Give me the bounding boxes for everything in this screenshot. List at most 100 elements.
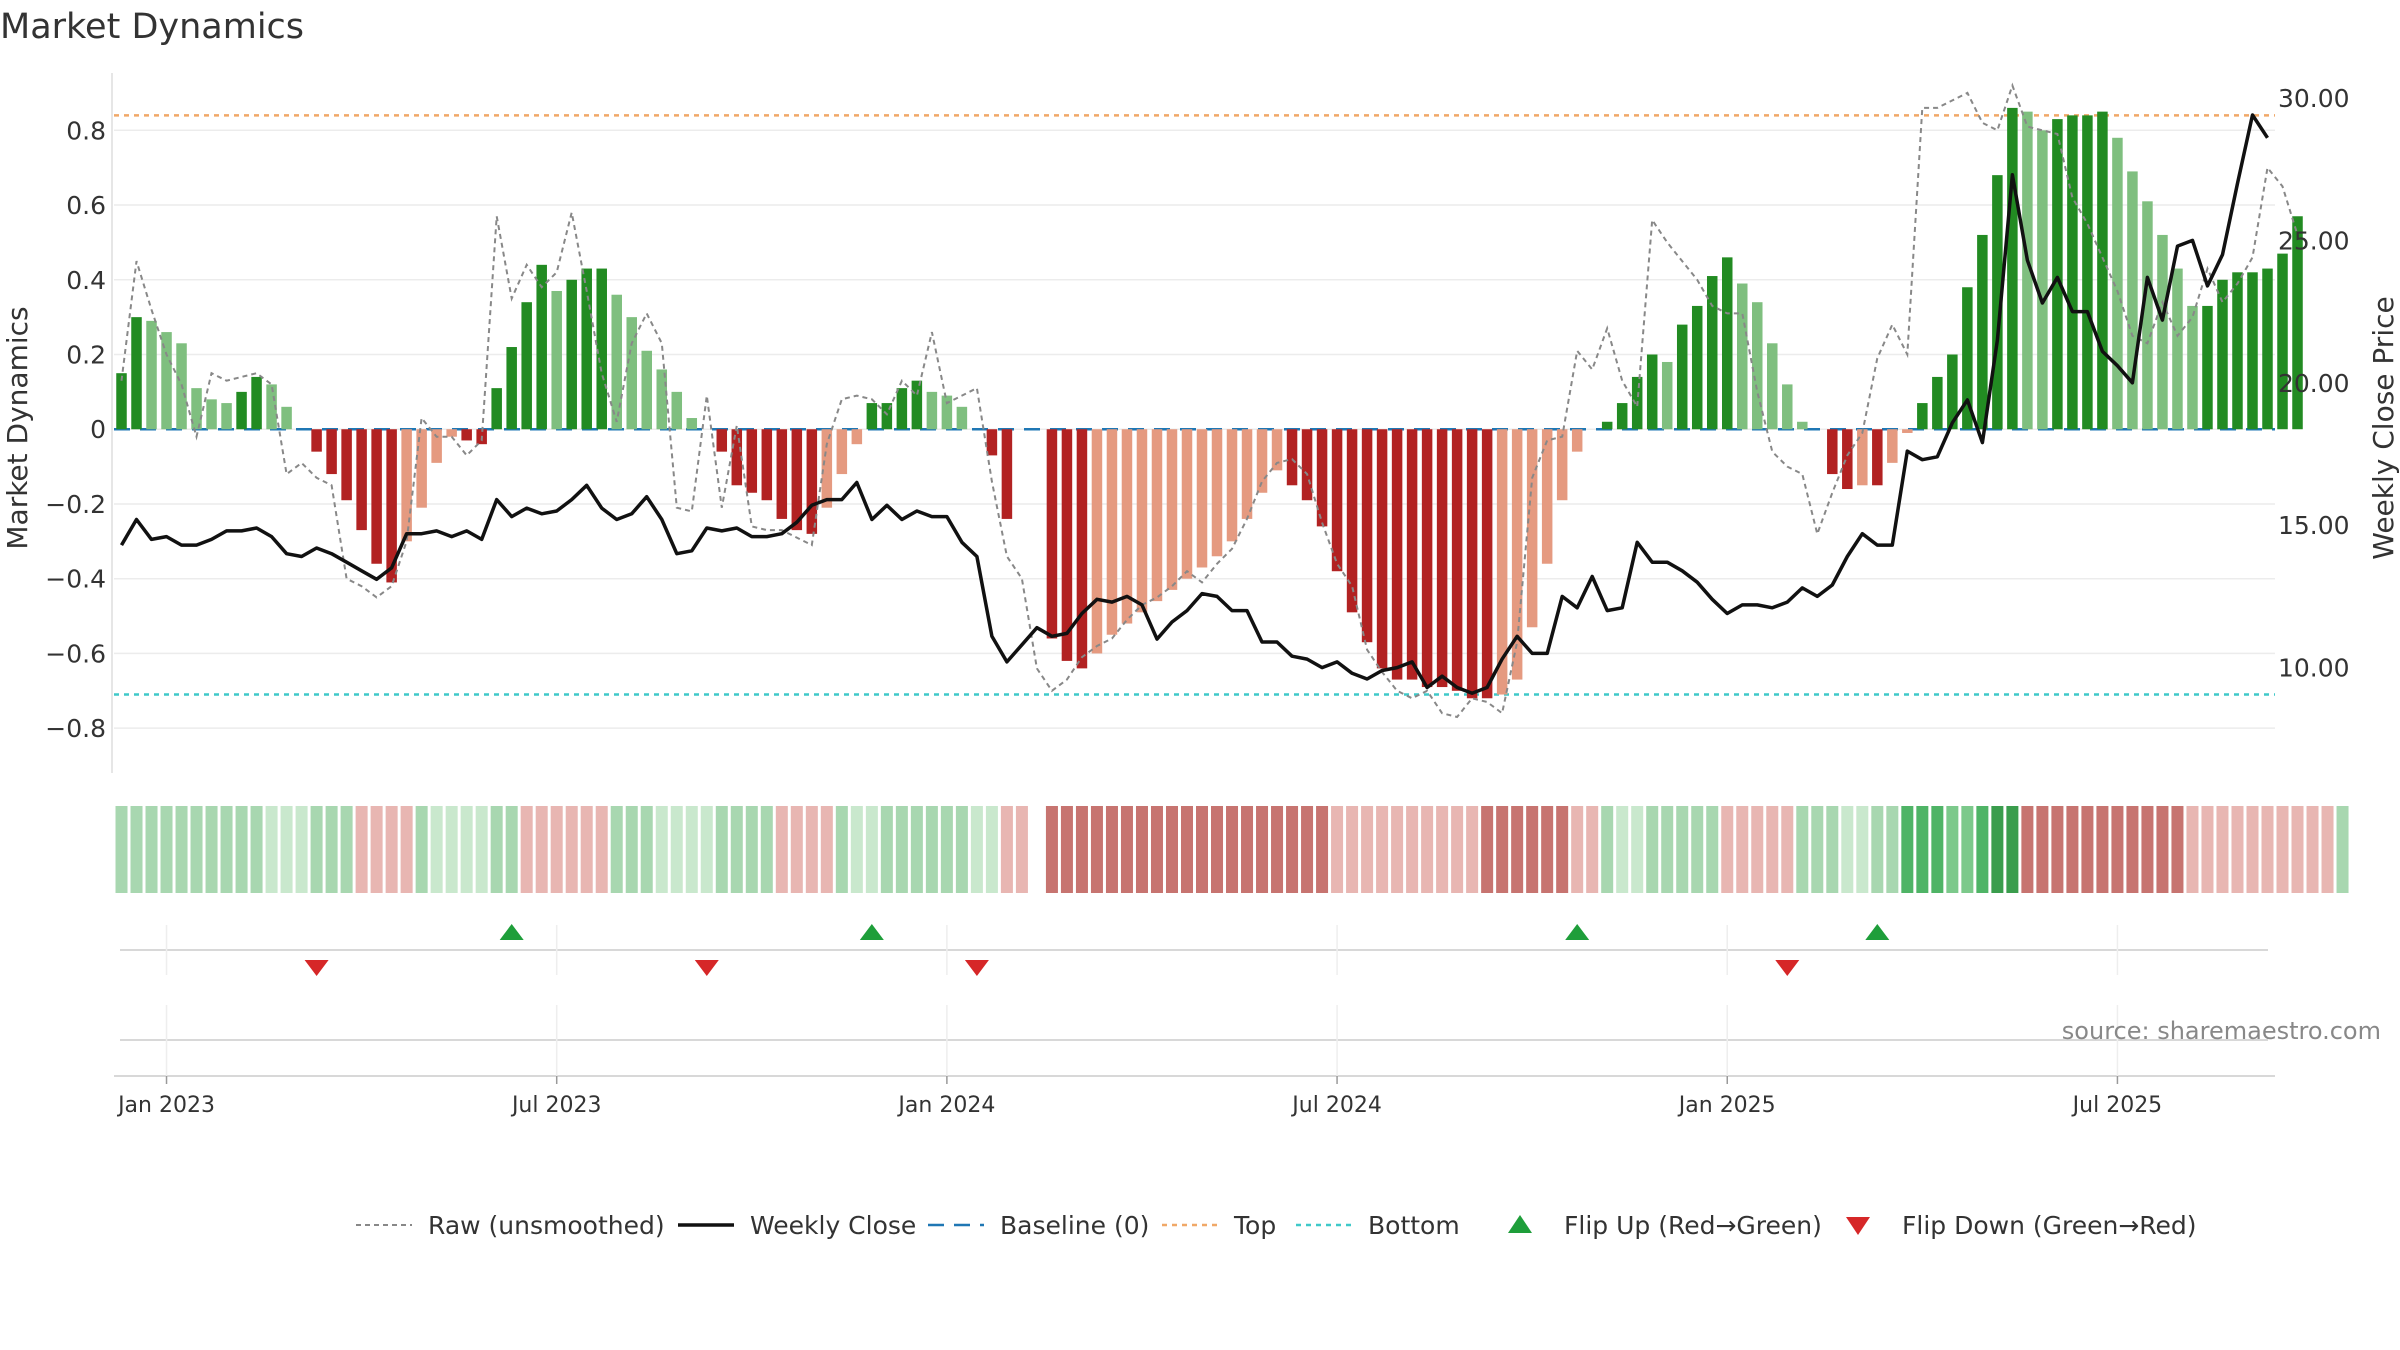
- dynamics-bar: [506, 347, 517, 430]
- regime-cell: [295, 806, 308, 893]
- dynamics-bar: [1526, 429, 1538, 628]
- regime-cell: [580, 806, 593, 893]
- dynamics-bar: [911, 380, 923, 430]
- dynamics-bar: [716, 429, 728, 452]
- dynamics-bar: [1556, 429, 1568, 501]
- dynamics-bar: [1181, 429, 1193, 579]
- flip-down-marker: [304, 960, 329, 976]
- regime-cell: [2216, 806, 2229, 893]
- regime-cell: [760, 806, 773, 893]
- dynamics-bar: [221, 403, 232, 430]
- dynamics-bar: [626, 317, 637, 430]
- dynamics-bar: [236, 391, 247, 430]
- dynamics-bar: [251, 376, 262, 430]
- regime-cell: [1165, 806, 1178, 893]
- y-tick-label-left: −0.2: [45, 490, 106, 519]
- regime-cell: [190, 806, 203, 893]
- flip-down-marker: [1775, 960, 1800, 976]
- regime-cell: [2006, 806, 2019, 893]
- regime-cell: [685, 806, 698, 893]
- dynamics-bar: [1767, 343, 1778, 430]
- x-tick-label: Jul 2025: [2071, 1093, 2163, 1118]
- x-tick-label: Jan 2025: [1677, 1093, 1776, 1118]
- regime-cell: [430, 806, 443, 893]
- regime-cell: [1601, 806, 1614, 893]
- dynamics-bar: [1797, 421, 1808, 430]
- regime-cell: [1451, 806, 1464, 893]
- dynamics-bar: [1857, 429, 1868, 486]
- regime-cell: [2321, 806, 2334, 893]
- regime-cell: [2111, 806, 2124, 893]
- dynamics-bar: [1301, 429, 1313, 501]
- weekly-close-series: [119, 113, 2269, 695]
- regime-cell: [175, 806, 188, 893]
- regime-cell: [1090, 806, 1103, 893]
- dynamics-bar: [2217, 279, 2228, 430]
- dynamics-bar: [311, 429, 322, 452]
- regime-cell: [1961, 806, 1974, 893]
- regime-cell: [1616, 806, 1629, 893]
- dynamics-bar: [1106, 429, 1118, 635]
- regime-cell: [745, 806, 758, 893]
- regime-cell: [2141, 806, 2154, 893]
- dynamics-bar: [1496, 429, 1508, 695]
- dynamics-bar: [2082, 115, 2093, 430]
- dynamics-bar: [1782, 384, 1793, 430]
- dynamics-bar: [281, 406, 292, 430]
- chart-title: Market Dynamics: [0, 7, 304, 47]
- regime-cell: [310, 806, 323, 893]
- regime-cell: [1556, 806, 1569, 893]
- y-tick-label-left: 0.4: [66, 266, 106, 295]
- dynamics-bar: [566, 279, 577, 430]
- dynamics-bar: [2052, 119, 2063, 430]
- y-tick-label-left: −0.4: [45, 565, 106, 594]
- dynamics-bar: [461, 429, 472, 441]
- regime-cell: [1406, 806, 1419, 893]
- dynamics-bar: [191, 388, 202, 430]
- dynamics-bar: [1151, 429, 1163, 602]
- dynamics-bar: [161, 332, 172, 430]
- dynamics-bar: [941, 395, 953, 430]
- regime-cell: [1691, 806, 1704, 893]
- regime-cell: [2336, 806, 2349, 893]
- regime-cell: [130, 806, 143, 893]
- regime-cell: [2021, 806, 2034, 893]
- x-tick-label: Jul 2023: [510, 1093, 602, 1118]
- dynamics-bar: [1346, 429, 1358, 613]
- regime-cell: [2246, 806, 2259, 893]
- dynamics-bar: [371, 429, 382, 564]
- dynamics-bar: [1091, 429, 1103, 654]
- legend-label: Baseline (0): [1000, 1211, 1149, 1240]
- dynamics-bar: [2277, 253, 2288, 430]
- regime-cell: [2261, 806, 2274, 893]
- dynamics-bar: [1932, 376, 1943, 430]
- dynamics-bar: [1902, 429, 1913, 433]
- axes: 0.8 0.6 0.4 0.2 0 −0.2 −0.4 −0.6 −0.8 30.00 25.00 2…: [45, 73, 2350, 773]
- dynamics-bar: [1391, 429, 1403, 680]
- dynamics-bar: [1962, 287, 1973, 430]
- flip-up-marker: [499, 924, 524, 940]
- y-axis-right-label: Weekly Close Price: [2367, 296, 2400, 559]
- dynamics-bar: [731, 429, 743, 486]
- raw-series: [120, 82, 2299, 719]
- y-tick-label-right: 25.00: [2278, 226, 2350, 255]
- regime-cell: [1346, 806, 1359, 893]
- dynamics-bar: [1256, 429, 1268, 493]
- dynamics-bar: [1331, 429, 1343, 572]
- regime-cell: [2066, 806, 2079, 893]
- dynamics-bar: [2172, 268, 2183, 430]
- regime-cell: [940, 806, 953, 893]
- x-tick-label: Jan 2023: [116, 1093, 215, 1118]
- dynamics-bar: [581, 268, 592, 430]
- dynamics-bar: [1421, 429, 1433, 688]
- regime-cell: [1811, 806, 1824, 893]
- regime-cell: [880, 806, 893, 893]
- dynamics-bar: [641, 350, 652, 430]
- dynamics-bar: [596, 268, 607, 430]
- dynamics-bar: [2232, 272, 2243, 430]
- dynamics-bar: [926, 391, 938, 430]
- regime-cell: [505, 806, 518, 893]
- regime-cell: [1196, 806, 1209, 893]
- dynamics-bar: [2007, 107, 2018, 430]
- regime-cell: [1211, 806, 1224, 893]
